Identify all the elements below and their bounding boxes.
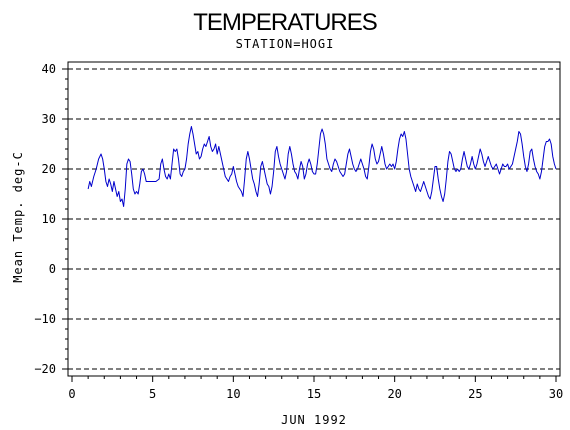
x-tick-label: 15	[307, 387, 321, 401]
y-tick-label: 0	[49, 262, 56, 276]
axis-ticks	[62, 68, 557, 382]
series-layer	[87, 126, 557, 207]
x-axis-label: JUN 1992	[281, 413, 347, 427]
x-tick-label: 0	[68, 387, 75, 401]
y-tick-label: 10	[42, 212, 56, 226]
x-tick-label: 20	[387, 387, 401, 401]
x-tick-label: 5	[149, 387, 156, 401]
tick-labels: −20 −10 0 10 20 30 40 0 5 10 15 20 25 30	[34, 62, 563, 401]
x-tick-label: 10	[226, 387, 240, 401]
chart-title: TEMPERATURES	[193, 9, 377, 36]
y-axis-label: Mean Temp. deg-C	[11, 151, 25, 283]
x-tick-label: 30	[549, 387, 563, 401]
x-tick-label: 25	[468, 387, 482, 401]
y-tick-label: 30	[42, 112, 56, 126]
gridlines	[68, 68, 560, 370]
y-tick-label: −10	[34, 312, 56, 326]
y-tick-label: −20	[34, 362, 56, 376]
plot-frame	[67, 61, 561, 377]
y-tick-label: 20	[42, 162, 56, 176]
series-line-0	[87, 126, 557, 207]
y-tick-label: 40	[42, 62, 56, 76]
chart-subtitle: STATION=HOGI	[236, 37, 335, 51]
